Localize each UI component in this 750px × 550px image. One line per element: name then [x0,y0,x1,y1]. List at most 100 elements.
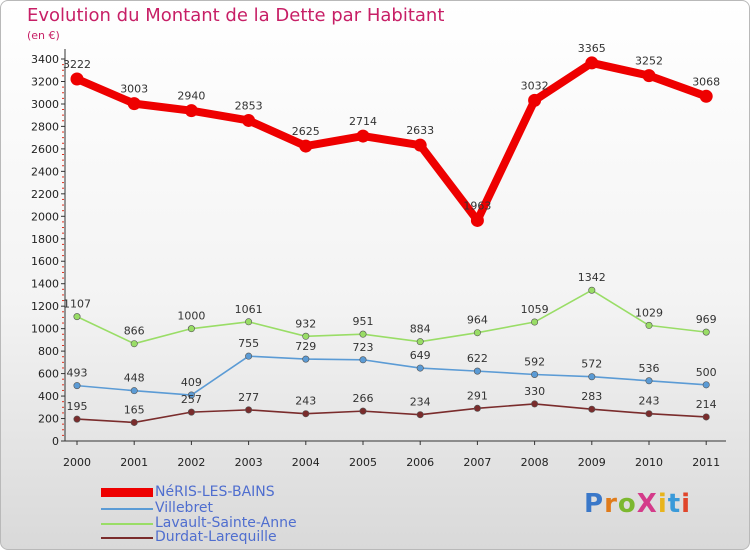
x-tick-label: 2006 [406,456,434,469]
y-tick-label: 2400 [31,165,59,178]
data-point [702,381,710,389]
data-label: 291 [467,389,488,402]
data-point [130,340,138,348]
data-label: 214 [696,398,717,411]
legend-item-neris: NéRIS-LES-BAINS [101,484,361,500]
data-label: 866 [124,325,145,338]
data-label: 1029 [635,306,663,319]
x-tick-label: 2008 [521,456,549,469]
data-label: 243 [295,395,316,408]
data-point [702,328,710,336]
data-point [416,364,424,372]
data-label: 2714 [349,115,377,128]
legend-label-neris: NéRIS-LES-BAINS [155,484,275,500]
data-point [187,408,195,416]
data-label: 409 [181,376,202,389]
data-point [73,382,81,390]
data-label: 1342 [578,271,606,284]
logo-letter: r [604,489,618,519]
data-point [588,286,596,294]
legend-swatch-neris [101,488,153,497]
data-label: 1000 [177,310,205,323]
data-point [242,113,256,127]
data-label: 493 [67,367,88,380]
data-point [585,56,599,70]
data-point [359,330,367,338]
y-tick-label: 1000 [31,323,59,336]
data-label: 500 [696,366,717,379]
data-point [645,377,653,385]
data-point [184,104,198,118]
logo-letter: t [667,489,682,519]
data-label: 932 [295,317,316,330]
data-point [245,352,253,360]
logo-letter: i [681,489,692,519]
proxiti-logo: ProXiti [584,489,691,519]
y-tick-label: 200 [38,413,59,426]
y-tick-label: 1800 [31,233,59,246]
legend-item-lavault: Lavault-Sainte-Anne [101,515,361,531]
data-label: 3252 [635,55,663,68]
legend-item-durdat: Durdat-Larequille [101,529,361,545]
data-label: 1107 [63,298,91,311]
data-label: 729 [295,340,316,353]
data-label: 3003 [120,83,148,96]
data-point [531,370,539,378]
series-line-0 [73,58,711,225]
data-point [645,410,653,418]
data-label: 330 [524,385,545,398]
x-tick-label: 2001 [120,456,148,469]
x-tick-label: 2004 [292,456,320,469]
data-point [528,93,542,107]
x-tick-label: 2007 [463,456,491,469]
data-point [130,418,138,426]
y-tick-label: 2800 [31,120,59,133]
data-label: 165 [124,403,145,416]
data-point [416,411,424,419]
legend-label-lavault: Lavault-Sainte-Anne [155,515,297,531]
data-label: 622 [467,352,488,365]
data-point [588,405,596,413]
x-tick-label: 2002 [177,456,205,469]
data-label: 969 [696,313,717,326]
data-label: 2940 [177,90,205,103]
data-point [588,373,596,381]
data-label: 3222 [63,58,91,71]
data-label: 649 [410,349,431,362]
data-point [302,410,310,418]
data-label: 964 [467,314,488,327]
y-tick-label: 2200 [31,188,59,201]
x-tick-label: 2005 [349,456,377,469]
y-tick-label: 3200 [31,75,59,88]
legend-swatch-durdat [101,537,153,539]
data-label: 1059 [521,303,549,316]
chart-unit: (en €) [27,29,60,42]
data-label: 2625 [292,125,320,138]
data-label: 257 [181,393,202,406]
y-tick-label: 1200 [31,300,59,313]
x-tick-label: 2000 [63,456,91,469]
y-tick-label: 2000 [31,210,59,223]
data-label: 536 [639,362,660,375]
data-point [413,138,427,152]
data-label: 1963 [463,199,491,212]
data-point [73,415,81,423]
y-tick-label: 3400 [31,53,59,66]
data-point [127,97,141,111]
data-point [642,69,656,83]
data-point [245,406,253,414]
x-tick-label: 2010 [635,456,663,469]
data-point [187,325,195,333]
legend-label-villebret: Villebret [155,500,213,516]
data-point [531,400,539,408]
data-label: 266 [353,392,374,405]
data-label: 951 [353,315,374,328]
data-point [245,318,253,326]
data-label: 3032 [521,79,549,92]
data-label: 755 [238,337,259,350]
data-label: 277 [238,391,259,404]
series-line-2 [76,289,708,345]
data-point [359,356,367,364]
data-label: 448 [124,372,145,385]
